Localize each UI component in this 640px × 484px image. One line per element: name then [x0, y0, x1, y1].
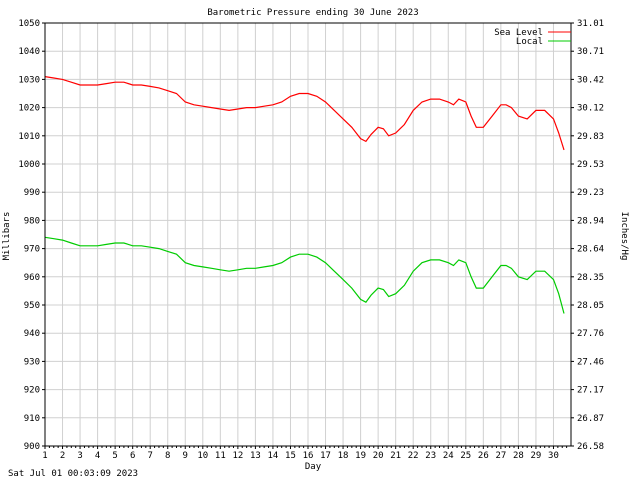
- y-tick-label-right: 26.87: [577, 414, 604, 424]
- x-tick-label: 16: [303, 451, 314, 461]
- x-tick-label: 19: [355, 451, 366, 461]
- x-tick-label: 25: [460, 451, 471, 461]
- x-tick-label: 22: [408, 451, 419, 461]
- y-tick-label-right: 27.76: [577, 329, 604, 339]
- x-tick-label: 23: [425, 451, 436, 461]
- y-tick-label-right: 27.46: [577, 357, 604, 367]
- y-tick-label-right: 27.17: [577, 386, 604, 396]
- y-tick-label-left: 960: [24, 273, 40, 283]
- x-tick-label: 28: [513, 451, 524, 461]
- x-tick-label: 2: [60, 451, 65, 461]
- y-tick-label-left: 1050: [18, 19, 40, 29]
- x-tick-label: 27: [495, 451, 506, 461]
- y-tick-label-left: 1000: [18, 160, 40, 170]
- y-tick-label-right: 30.42: [577, 75, 604, 85]
- x-tick-label: 7: [147, 451, 152, 461]
- timestamp-label: Sat Jul 01 00:03:09 2023: [8, 469, 138, 479]
- x-tick-label: 13: [250, 451, 261, 461]
- series-line-sea-level: [44, 76, 565, 151]
- x-tick-label: 18: [338, 451, 349, 461]
- y-tick-label-right: 29.53: [577, 160, 604, 170]
- x-axis-label: Day: [305, 462, 322, 472]
- x-tick-label: 8: [165, 451, 170, 461]
- legend-label-local: Local: [516, 37, 543, 47]
- legend: Sea Level Local: [494, 28, 571, 47]
- x-tick-label: 15: [285, 451, 296, 461]
- y-tick-label-left: 990: [24, 188, 40, 198]
- y-tick-label-right: 29.23: [577, 188, 604, 198]
- x-tick-label: 20: [373, 451, 384, 461]
- chart-title: Barometric Pressure ending 30 June 2023: [207, 8, 418, 18]
- x-tick-label: 9: [183, 451, 188, 461]
- y-tick-label-left: 980: [24, 216, 40, 226]
- x-tick-label: 6: [130, 451, 135, 461]
- y-axis-label-left: Millibars: [2, 212, 12, 261]
- x-tick-label: 29: [531, 451, 542, 461]
- y-tick-label-right: 26.58: [577, 442, 604, 452]
- x-tick-label: 5: [112, 451, 117, 461]
- y-tick-label-left: 940: [24, 329, 40, 339]
- x-tick-label: 1: [42, 451, 47, 461]
- y-tick-label-left: 970: [24, 245, 40, 255]
- y-tick-label-right: 30.71: [577, 47, 604, 57]
- y-tick-label-left: 920: [24, 386, 40, 396]
- legend-label-sea-level: Sea Level: [494, 28, 543, 38]
- y-axis-label-right: Inches/Hg: [619, 212, 629, 261]
- plot-frame: [44, 22, 572, 447]
- y-tick-label-right: 28.94: [577, 216, 604, 226]
- y-tick-label-left: 910: [24, 414, 40, 424]
- series-line-local: [44, 236, 565, 314]
- y-tick-label-right: 28.35: [577, 273, 604, 283]
- y-tick-label-left: 1040: [18, 47, 40, 57]
- y-tick-label-left: 900: [24, 442, 40, 452]
- y-tick-label-right: 28.64: [577, 245, 604, 255]
- x-tick-label: 26: [478, 451, 489, 461]
- y-tick-label-left: 930: [24, 357, 40, 367]
- x-tick-label: 17: [320, 451, 331, 461]
- x-tick-label: 12: [232, 451, 243, 461]
- y-tick-label-right: 28.05: [577, 301, 604, 311]
- y-tick-label-left: 1030: [18, 75, 40, 85]
- x-tick-label: 21: [390, 451, 401, 461]
- x-tick-label: 4: [95, 451, 100, 461]
- x-tick-label: 30: [548, 451, 559, 461]
- x-tick-label: 24: [443, 451, 454, 461]
- y-tick-label-right: 29.83: [577, 132, 604, 142]
- x-tick-label: 14: [268, 451, 279, 461]
- x-tick-label: 3: [77, 451, 82, 461]
- x-tick-label: 10: [197, 451, 208, 461]
- y-tick-label-left: 1020: [18, 104, 40, 114]
- y-tick-label-right: 31.01: [577, 19, 604, 29]
- y-tick-label-right: 30.12: [577, 104, 604, 114]
- y-tick-label-left: 950: [24, 301, 40, 311]
- x-tick-label: 11: [215, 451, 226, 461]
- y-tick-label-left: 1010: [18, 132, 40, 142]
